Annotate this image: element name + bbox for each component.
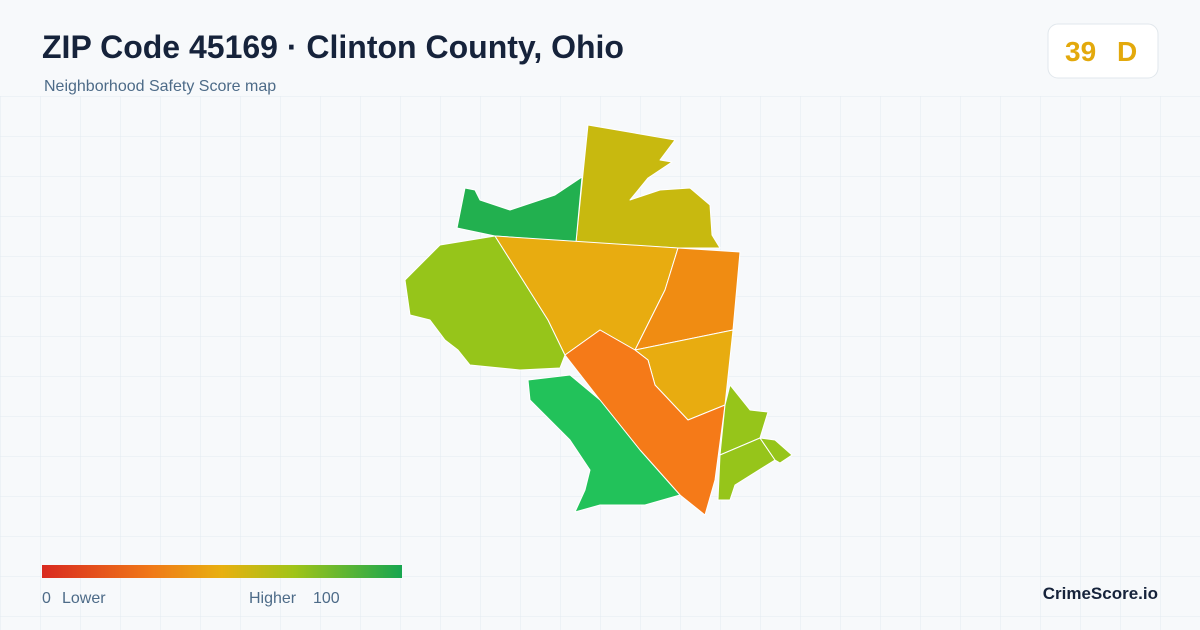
region xyxy=(527,374,681,513)
legend-gradient xyxy=(42,565,402,578)
region xyxy=(759,437,793,464)
legend-min: 0 xyxy=(42,590,51,607)
score-value: 39 xyxy=(1065,36,1096,67)
map xyxy=(404,124,793,516)
brand: CrimeScore.io xyxy=(1043,584,1158,603)
score-badge: 39 D xyxy=(1047,23,1159,79)
badge-box xyxy=(1047,23,1159,79)
legend: 0 Lower Higher 100 xyxy=(42,565,402,607)
subtitle: Neighborhood Safety Score map xyxy=(44,78,276,95)
title: ZIP Code 45169 · Clinton County, Ohio xyxy=(42,29,624,65)
region xyxy=(456,176,583,243)
legend-high: Higher xyxy=(249,590,297,607)
score-grade: D xyxy=(1117,36,1137,67)
legend-max: 100 xyxy=(313,590,340,607)
legend-low: Lower xyxy=(62,590,106,607)
